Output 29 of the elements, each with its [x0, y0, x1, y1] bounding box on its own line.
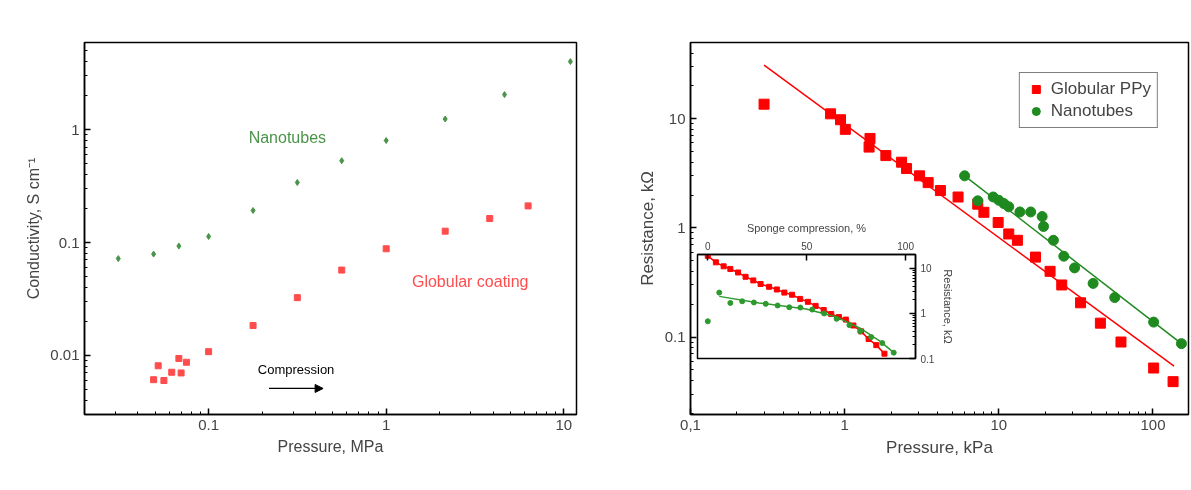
y-tick-label: 0.1: [664, 328, 686, 346]
y-tick-label: 1: [71, 120, 80, 138]
y-axis-title: Resistance, kΩ: [942, 269, 955, 344]
x-axis-title: Pressure, kPa: [886, 437, 994, 457]
x-tick-label: 10: [990, 415, 1008, 433]
x-tick-label: 100: [897, 240, 915, 252]
x-tick-label: 100: [1140, 415, 1166, 433]
x-tick-label: 0,1: [680, 415, 701, 433]
y-tick-label: 0.01: [50, 346, 80, 364]
series-label: Nanotubes: [248, 128, 327, 146]
x-tick-label: 50: [801, 240, 813, 252]
x-tick-label: 1: [840, 415, 849, 433]
y-axis-title: Resistance, kΩ: [637, 171, 657, 286]
y-tick-label: 10: [668, 109, 686, 127]
y-tick-label: 1: [920, 308, 927, 320]
x-tick-label: 0.1: [198, 415, 220, 433]
y-axis-title: Conductivity, S cm⁻¹: [25, 157, 43, 300]
y-tick-label: 1: [677, 218, 686, 236]
series-label: Globular coating: [411, 272, 529, 290]
x-axis-title: Sponge compression, %: [746, 221, 867, 234]
x-tick-label: 0: [705, 240, 712, 252]
y-tick-label: 0.1: [920, 353, 935, 365]
x-tick-label: 1: [382, 415, 391, 433]
annotation: Compression: [257, 362, 335, 378]
legend-label: Globular PPy: [1050, 79, 1151, 99]
legend-label: Nanotubes: [1050, 101, 1134, 121]
x-tick-label: 10: [555, 415, 573, 433]
y-tick-label: 10: [920, 263, 933, 275]
x-axis-title: Pressure, MPa: [277, 437, 384, 455]
